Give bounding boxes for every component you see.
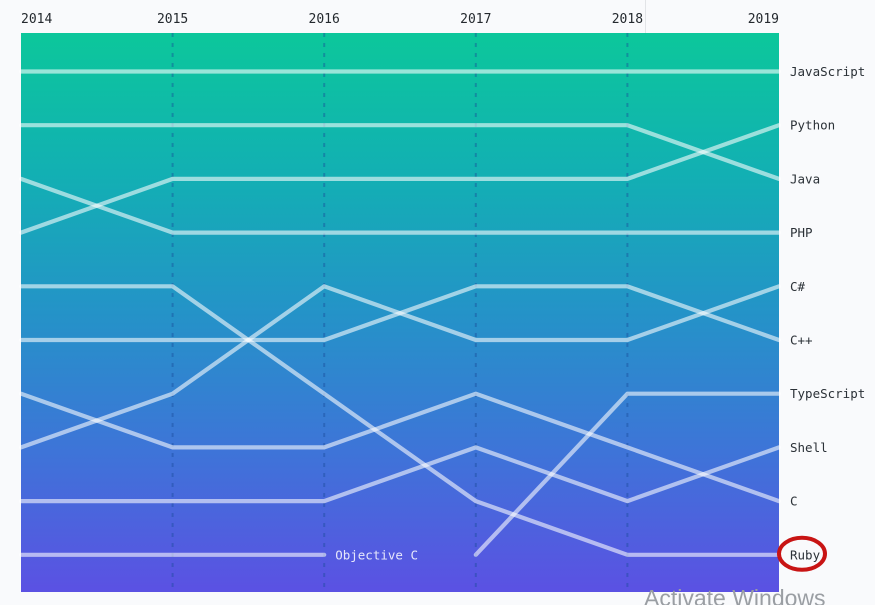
year-label-2015: 2015 [157, 12, 188, 27]
ruby-annotation-circle [777, 535, 827, 572]
lang-label-c: C# [790, 279, 806, 294]
lang-label-php: PHP [790, 225, 813, 240]
lang-label-c: C [790, 494, 798, 509]
year-label-2019: 2019 [748, 12, 779, 27]
series-line-php [18, 176, 782, 235]
series-line-shell [18, 445, 782, 504]
series-line-ruby [18, 284, 782, 557]
lang-label-typescript: TypeScript [790, 386, 865, 401]
window-edge-line [645, 0, 646, 33]
series-line-c [18, 284, 782, 343]
inline-label-objective-c: Objective C [335, 547, 418, 562]
series-line-c [18, 391, 782, 504]
activate-windows-watermark: Activate Windows [644, 585, 826, 605]
lang-label-python: Python [790, 118, 835, 133]
series-line-typescript [473, 391, 782, 557]
year-label-2017: 2017 [460, 12, 491, 27]
year-label-2014: 2014 [21, 12, 52, 27]
series-line-python [18, 123, 782, 235]
lang-label-c: C++ [790, 333, 813, 348]
lang-label-javascript: JavaScript [790, 64, 865, 79]
series-line-java [18, 123, 782, 181]
lang-label-java: Java [790, 171, 820, 186]
year-label-2018: 2018 [612, 12, 643, 27]
lang-label-ruby: Ruby [790, 547, 821, 562]
lang-label-shell: Shell [790, 440, 828, 455]
year-label-2016: 2016 [309, 12, 340, 27]
